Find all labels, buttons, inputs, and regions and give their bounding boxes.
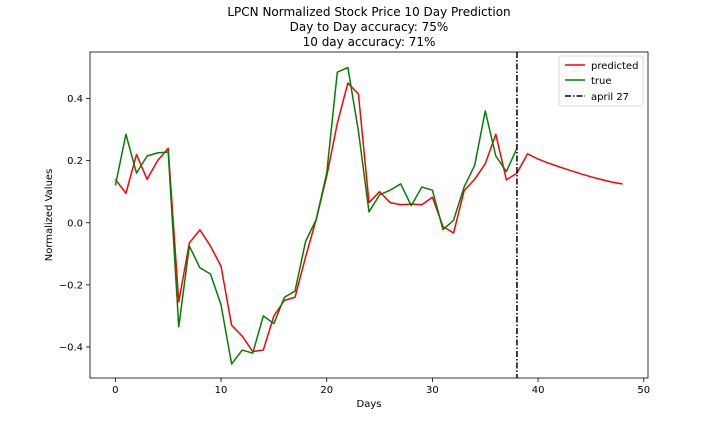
x-tick-label: 10 <box>215 385 228 396</box>
y-tick-label: −0.2 <box>59 280 83 291</box>
x-axis: 0 10 20 30 40 50 <box>112 378 650 396</box>
x-axis-label: Days <box>357 399 382 410</box>
legend-label-true: true <box>591 76 612 87</box>
y-axis: −0.4 −0.2 0.0 0.2 0.4 <box>59 94 90 353</box>
series-line-true <box>114 66 518 365</box>
series-lines <box>114 66 623 365</box>
x-tick-label: 20 <box>320 385 333 396</box>
legend-label-april-27: april 27 <box>591 92 629 103</box>
chart-title: LPCN Normalized Stock Price 10 Day Predi… <box>227 5 510 49</box>
chart-title-line-2: Day to Day accuracy: 75% <box>290 20 449 34</box>
y-tick-label: 0.2 <box>67 156 83 167</box>
x-tick-label: 30 <box>426 385 439 396</box>
x-tick-label: 40 <box>532 385 545 396</box>
plot-area <box>89 51 649 379</box>
y-tick-label: 0.0 <box>67 218 83 229</box>
legend-box <box>558 55 644 107</box>
y-axis-label: Normalized Values <box>44 169 55 262</box>
x-tick-label: 50 <box>637 385 650 396</box>
legend-label-predicted: predicted <box>591 61 638 72</box>
chart-title-line-1: LPCN Normalized Stock Price 10 Day Predi… <box>227 5 510 19</box>
chart-title-line-3: 10 day accuracy: 71% <box>303 35 436 49</box>
y-tick-label: −0.4 <box>59 342 83 353</box>
series-line-predicted <box>114 82 623 353</box>
y-tick-label: 0.4 <box>67 94 83 105</box>
x-tick-label: 0 <box>112 385 118 396</box>
legend: predicted true april 27 <box>558 55 644 107</box>
